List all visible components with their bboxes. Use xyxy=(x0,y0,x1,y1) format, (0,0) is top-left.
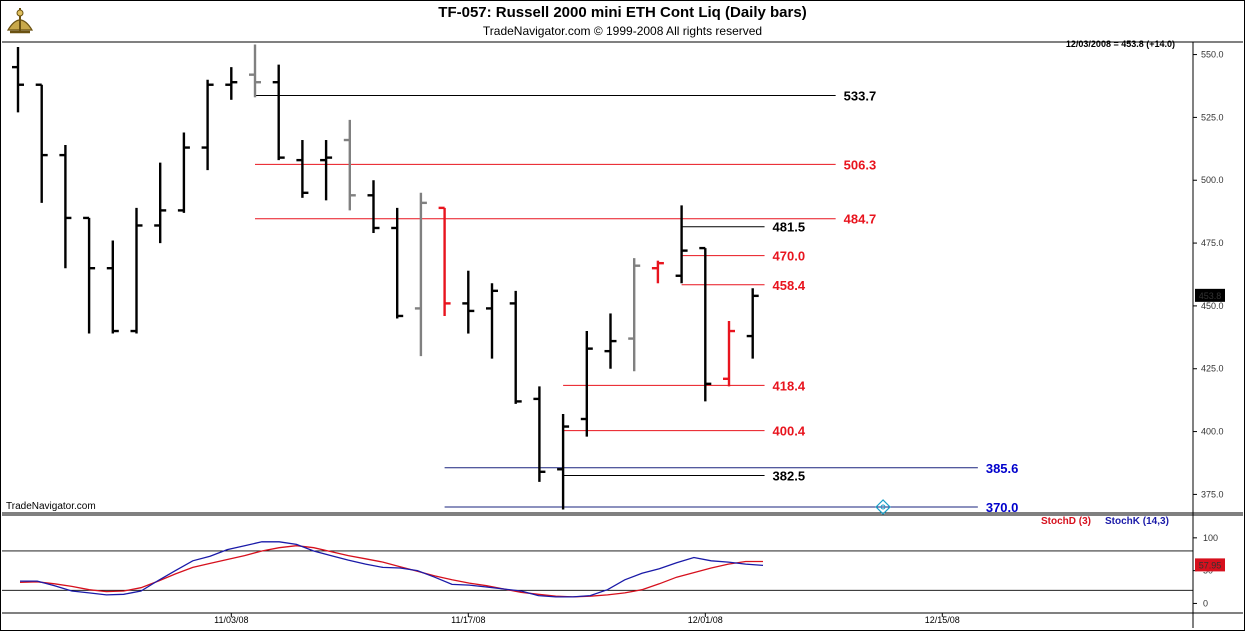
legend-stochk: StochK (14,3) xyxy=(1105,516,1169,527)
level-label-418.4: 418.4 xyxy=(773,378,806,393)
level-label-484.7: 484.7 xyxy=(844,212,877,227)
level-label-470.0: 470.0 xyxy=(773,249,806,264)
x-tick-label: 11/03/08 xyxy=(214,615,248,625)
price-readout: 12/03/2008 = 453.8 (+14.0) xyxy=(1065,39,1175,49)
projection-diamond-icon xyxy=(875,499,891,515)
level-label-370.0: 370.0 xyxy=(986,500,1019,515)
y-tick-label: 475.0 xyxy=(1201,238,1224,248)
x-tick-label: 12/01/08 xyxy=(688,615,723,625)
level-label-458.4: 458.4 xyxy=(773,278,806,293)
x-tick-label: 11/17/08 xyxy=(451,615,485,625)
y-tick-label: 400.0 xyxy=(1201,427,1224,437)
x-tick-label: 12/15/08 xyxy=(925,615,960,625)
y-tick-label: 550.0 xyxy=(1201,50,1224,60)
level-label-385.6: 385.6 xyxy=(986,461,1019,476)
last-price-label: 453.8 xyxy=(1199,291,1222,301)
navigator-sextant-icon xyxy=(6,8,34,34)
last-price-box xyxy=(1195,288,1225,302)
y-tick-label: 525.0 xyxy=(1201,112,1224,122)
stoch-y-tick-label: 0 xyxy=(1203,598,1208,608)
stoch-last-label: 57.95 xyxy=(1199,560,1222,570)
y-tick-label: 450.0 xyxy=(1201,301,1224,311)
stoch-last-box xyxy=(1195,558,1225,572)
y-tick-label: 375.0 xyxy=(1201,489,1224,499)
y-tick-label: 425.0 xyxy=(1201,364,1224,374)
chart-title: TF-057: Russell 2000 mini ETH Cont Liq (… xyxy=(438,4,807,21)
y-tick-label: 500.0 xyxy=(1201,175,1224,185)
brand-label: TradeNavigator.com xyxy=(6,501,96,512)
projection-diamond-center xyxy=(880,504,886,510)
level-label-400.4: 400.4 xyxy=(773,424,806,439)
level-label-506.3: 506.3 xyxy=(844,157,877,172)
stochd-line xyxy=(19,545,763,598)
level-label-382.5: 382.5 xyxy=(773,469,806,484)
level-label-533.7: 533.7 xyxy=(844,89,877,104)
chart-subtitle: TradeNavigator.com © 1999-2008 All right… xyxy=(482,24,763,38)
legend-stochd: StochD (3) xyxy=(1041,516,1091,527)
level-label-481.5: 481.5 xyxy=(773,220,806,235)
stochk-line xyxy=(20,541,764,598)
stoch-y-tick-label: 100 xyxy=(1203,533,1218,543)
